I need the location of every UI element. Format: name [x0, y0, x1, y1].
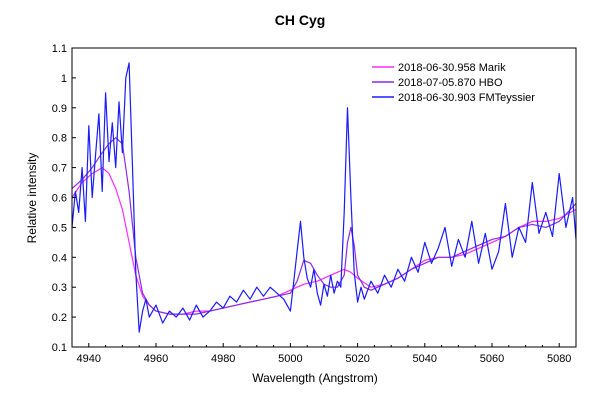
x-tick-label: 4960: [144, 353, 168, 365]
plot-area: [72, 48, 576, 347]
y-tick-label: 0.7: [52, 163, 67, 175]
y-tick-label: 1.1: [52, 43, 67, 55]
series-line-3: [72, 62, 576, 333]
y-tick-label: 0.2: [52, 312, 67, 324]
x-tick-label: 5000: [278, 353, 302, 365]
legend-label-2: 2018-07-05.870 HBO: [398, 77, 503, 89]
x-tick-label: 5020: [345, 353, 369, 365]
y-tick-label: 0.6: [52, 193, 67, 205]
y-tick-label: 0.5: [52, 222, 67, 234]
x-tick-label: 4980: [211, 353, 235, 365]
y-tick-label: 0.9: [52, 103, 67, 115]
y-tick-label: 0.4: [52, 252, 67, 264]
x-tick-label: 4940: [77, 353, 101, 365]
y-axis-label: Relative intensity: [25, 153, 39, 244]
y-tick-label: 0.1: [52, 342, 67, 354]
y-tick-label: 0.8: [52, 133, 67, 145]
legend-label-3: 2018-06-30.903 FMTeyssier: [398, 92, 535, 104]
y-tick-label: 0.3: [52, 282, 67, 294]
legend-label-1: 2018-06-30.958 Marik: [398, 62, 506, 74]
x-tick-label: 5080: [547, 353, 571, 365]
y-tick-label: 1: [61, 73, 67, 85]
x-tick-label: 5060: [480, 353, 504, 365]
chart-title: CH Cyg: [275, 12, 326, 28]
legend: 2018-06-30.958 Marik 2018-07-05.870 HBO 20…: [372, 62, 535, 104]
series-line-2: [72, 137, 576, 315]
x-tick-label: 5040: [413, 353, 437, 365]
x-axis-label: Wavelength (Angstrom): [252, 371, 378, 385]
